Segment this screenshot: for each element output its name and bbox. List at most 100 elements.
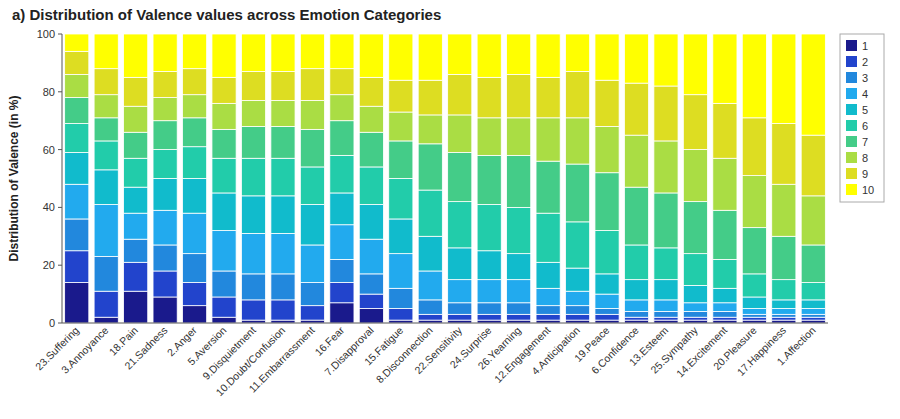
bar-segment <box>359 167 383 205</box>
bar-segment <box>801 196 825 245</box>
bar-segment <box>565 306 589 315</box>
bar-segment <box>271 274 295 300</box>
bar-segment <box>65 283 89 323</box>
bar-segment <box>595 34 619 80</box>
legend-label: 7 <box>862 136 868 148</box>
legend-swatch <box>846 120 857 131</box>
bar-segment <box>742 274 766 297</box>
bar-segment <box>507 207 531 253</box>
bar-segment <box>477 314 501 320</box>
bar-segment <box>595 173 619 231</box>
bar-segment <box>418 314 442 320</box>
bar-segment <box>418 300 442 314</box>
bar-segment <box>448 152 472 201</box>
bar-segment <box>536 306 560 315</box>
bar-segment <box>124 106 148 132</box>
bar-segment <box>536 34 560 77</box>
bar-segment <box>330 225 354 260</box>
bar-segment <box>477 280 501 303</box>
bar-segment <box>65 34 89 51</box>
bar-segment <box>94 118 118 141</box>
bar-segment <box>389 288 413 308</box>
bar-segment <box>565 164 589 222</box>
bar-segment <box>801 245 825 283</box>
bar-segment <box>565 72 589 118</box>
bar-segment <box>801 314 825 317</box>
bar-segment <box>212 231 236 271</box>
bar-segment <box>654 300 678 312</box>
bar-segment <box>94 141 118 170</box>
legend-label: 1 <box>862 40 868 52</box>
legend-label: 8 <box>862 152 868 164</box>
bar-segment <box>212 297 236 317</box>
bar-segment <box>801 317 825 320</box>
bar-segment <box>713 317 737 320</box>
bar-segment <box>65 219 89 251</box>
bar-segment <box>359 309 383 323</box>
bar-segment <box>153 271 177 297</box>
y-tick-label: 20 <box>43 259 55 271</box>
bar-segment <box>418 80 442 115</box>
y-axis-line <box>62 34 63 323</box>
legend-swatch <box>846 104 857 115</box>
bar-segment <box>772 236 796 279</box>
bar-segment <box>389 80 413 112</box>
bar-segment <box>153 121 177 150</box>
bar-segment <box>624 187 648 245</box>
bar-segment <box>300 69 324 101</box>
bar-segment <box>94 257 118 292</box>
x-tick-label: 3.Annoyance <box>59 324 111 376</box>
bar-segment <box>801 309 825 315</box>
y-axis-label: Distribution of Valence (in %) <box>7 95 21 261</box>
bar-segment <box>124 158 148 187</box>
bar-segment <box>654 280 678 300</box>
y-tick-label: 0 <box>49 317 55 329</box>
bar-segment <box>477 34 501 77</box>
bar-segment <box>713 303 737 312</box>
bar-segment <box>300 34 324 69</box>
bar-segment <box>772 314 796 317</box>
bar-segment <box>595 314 619 320</box>
bar-segment <box>94 205 118 257</box>
bar-segment <box>448 115 472 153</box>
bar-segment <box>448 314 472 320</box>
bar-segment <box>94 69 118 95</box>
bar-segment <box>182 95 206 118</box>
bar-segment <box>124 291 148 323</box>
bar-segment <box>271 72 295 101</box>
chart: a) Distribution of Valence values across… <box>0 0 900 419</box>
series <box>65 34 826 135</box>
bar-segment <box>448 248 472 280</box>
bar-segment <box>94 170 118 205</box>
x-tick-label: 1.Affection <box>774 324 818 368</box>
legend-swatch <box>846 88 857 99</box>
page: {"chart_data": { "type": "bar", "stacked… <box>0 0 900 419</box>
bar-segment <box>448 202 472 248</box>
series <box>65 152 826 308</box>
bar-segment <box>241 300 265 320</box>
bar-segment <box>65 74 89 97</box>
bar-segment <box>477 303 501 315</box>
bar-segment <box>742 176 766 228</box>
bar-segment <box>124 77 148 106</box>
bar-segment <box>212 129 236 158</box>
bar-segment <box>330 259 354 282</box>
bar-segment <box>153 179 177 211</box>
bar-segment <box>330 34 354 69</box>
bar-segment <box>683 34 707 95</box>
bar-segment <box>124 262 148 291</box>
bar-segment <box>300 167 324 205</box>
bar-segment <box>448 303 472 315</box>
bar-segment <box>448 34 472 74</box>
bar-segment <box>624 135 648 187</box>
bar-segment <box>65 51 89 74</box>
bar-segment <box>330 193 354 225</box>
legend-swatch <box>846 168 857 179</box>
bar-segment <box>565 268 589 291</box>
bar-segment <box>330 283 354 303</box>
bar-segment <box>654 317 678 320</box>
bar-segment <box>536 77 560 117</box>
series <box>65 51 826 196</box>
bar-segment <box>477 77 501 117</box>
bar-segment <box>359 294 383 308</box>
